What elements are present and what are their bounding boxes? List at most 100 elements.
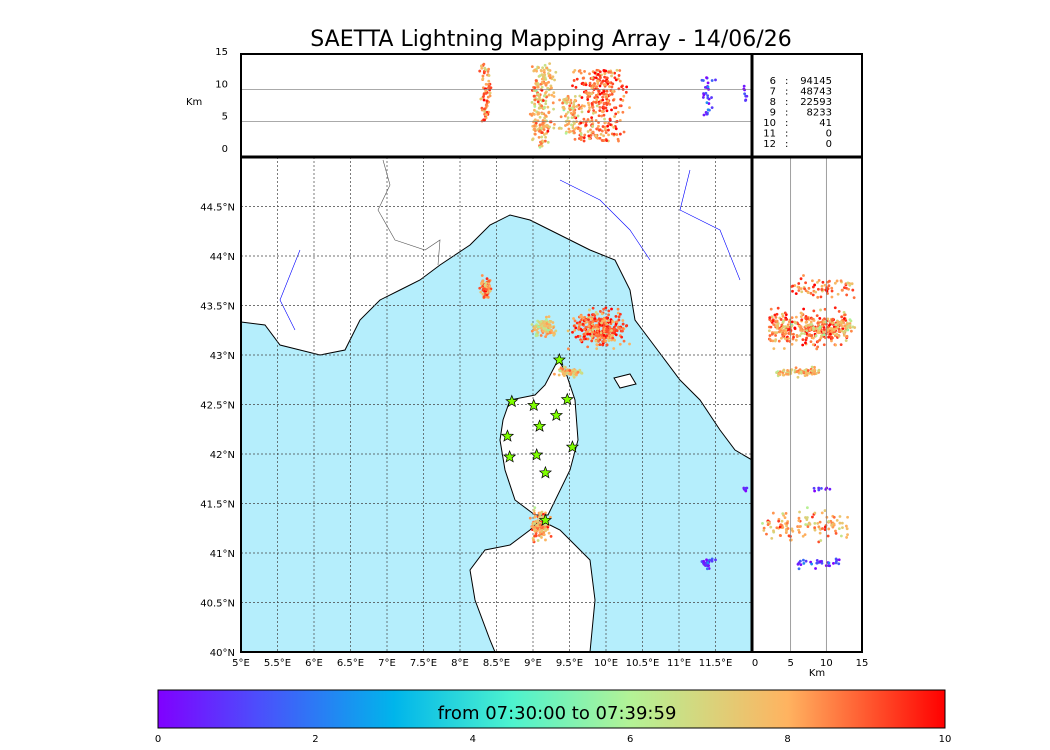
- lightning-source: [609, 335, 613, 339]
- land-elba: [613, 373, 637, 389]
- lightning-source-altitude: [602, 92, 606, 96]
- lightning-source-altitude: [598, 84, 602, 88]
- lightning-source-side: [844, 339, 848, 342]
- lightning-source-side: [771, 319, 775, 323]
- lightning-source-side: [833, 281, 837, 285]
- count-sep: :: [785, 129, 788, 140]
- lightning-source-side: [787, 534, 791, 538]
- lightning-source-side: [805, 370, 808, 374]
- lightning-source: [597, 340, 600, 343]
- lightning-source-altitude: [546, 105, 550, 109]
- lightning-source: [602, 336, 606, 340]
- lightning-source-side: [818, 560, 822, 563]
- lightning-source-side: [843, 313, 847, 317]
- lightning-source: [573, 319, 577, 323]
- lightning-source-side: [804, 559, 808, 563]
- lon-tick-label: 11°E: [667, 658, 691, 669]
- lightning-source: [549, 534, 553, 538]
- altitude-tick-label: 5: [222, 112, 228, 123]
- lightning-source-altitude: [543, 139, 547, 143]
- lightning-source-side: [832, 515, 836, 519]
- lightning-source-side: [802, 561, 806, 565]
- colorbar-label: from 07:30:00 to 07:39:59: [438, 703, 677, 724]
- count-sep: :: [785, 139, 788, 150]
- lightning-source-side: [780, 312, 784, 316]
- lightning-source-altitude: [594, 110, 598, 114]
- lightning-source-side: [768, 334, 772, 337]
- chart-title: SAETTA Lightning Mapping Array - 14/06/2…: [310, 27, 791, 52]
- lightning-source-side: [777, 372, 781, 376]
- lightning-source-side: [846, 533, 849, 537]
- lightning-source: [566, 347, 570, 351]
- lightning-source-side: [798, 368, 802, 372]
- lightning-source-altitude: [568, 101, 572, 104]
- count-value: 94145: [800, 76, 832, 87]
- lightning-source: [618, 327, 622, 330]
- lightning-source-side: [768, 337, 772, 341]
- station-star-icon: [527, 398, 541, 412]
- lightning-source-side: [828, 323, 832, 326]
- lightning-source-altitude: [595, 104, 599, 108]
- lightning-source: [590, 339, 594, 343]
- altitude-tick-label: 15: [215, 47, 228, 58]
- lightning-source-side: [774, 315, 778, 319]
- lightning-source-altitude: [538, 98, 542, 102]
- lightning-source-altitude: [487, 74, 491, 77]
- lightning-source-altitude: [582, 83, 586, 86]
- lightning-source: [603, 318, 607, 322]
- lightning-source-side: [813, 372, 816, 376]
- lightning-source-side: [811, 515, 814, 519]
- lightning-source: [551, 321, 555, 324]
- lightning-source: [599, 336, 603, 340]
- lightning-source-altitude: [550, 93, 554, 97]
- lightning-source-side: [815, 347, 819, 351]
- lightning-source-altitude: [590, 92, 594, 96]
- lightning-source-altitude: [590, 118, 594, 122]
- lightning-source: [610, 307, 613, 311]
- lightning-source-side: [790, 368, 794, 372]
- lightning-source-side: [822, 343, 826, 347]
- lightning-source: [536, 519, 540, 523]
- lightning-source-side: [771, 339, 775, 343]
- lightning-source: [583, 315, 587, 319]
- lightning-source-side: [804, 516, 807, 519]
- count-label: 7: [770, 87, 776, 98]
- lightning-source-altitude: [591, 105, 595, 109]
- station-star-icon: [538, 513, 553, 526]
- lightning-source-side: [820, 284, 824, 288]
- lightning-source: [602, 329, 606, 333]
- lightning-source-altitude: [610, 108, 613, 112]
- lightning-source-side: [822, 326, 826, 329]
- lightning-source: [489, 287, 493, 291]
- lightning-source: [596, 312, 599, 316]
- lightning-source-side: [829, 326, 833, 330]
- lightning-source-side: [836, 325, 840, 329]
- lightning-source-altitude: [598, 128, 601, 132]
- lightning-source: [480, 282, 484, 285]
- lat-tick-label: 40.5°N: [200, 599, 235, 610]
- river: [559, 179, 651, 261]
- lightning-source-side: [819, 320, 823, 324]
- colorbar-tick-label: 0: [155, 734, 161, 745]
- lightning-source-side: [816, 331, 820, 335]
- lightning-source-side: [801, 338, 805, 342]
- lightning-source-altitude: [544, 114, 547, 118]
- lightning-source-side: [829, 519, 833, 523]
- lightning-source: [606, 336, 610, 340]
- lightning-source-side: [848, 318, 852, 321]
- lightning-source: [534, 325, 538, 328]
- lightning-source: [535, 328, 538, 332]
- lightning-source-side: [791, 332, 795, 336]
- lightning-source: [605, 316, 609, 320]
- lightning-source-altitude: [598, 105, 602, 109]
- lightning-source-altitude: [622, 94, 626, 98]
- lightning-source-altitude: [600, 114, 604, 118]
- lightning-source-altitude: [540, 104, 544, 108]
- lightning-source: [539, 326, 543, 330]
- lightning-source-side: [829, 332, 832, 336]
- lightning-source-side: [839, 279, 843, 283]
- lightning-source-side: [796, 285, 800, 289]
- lightning-source-side: [813, 489, 817, 493]
- lightning-source-side: [823, 283, 827, 287]
